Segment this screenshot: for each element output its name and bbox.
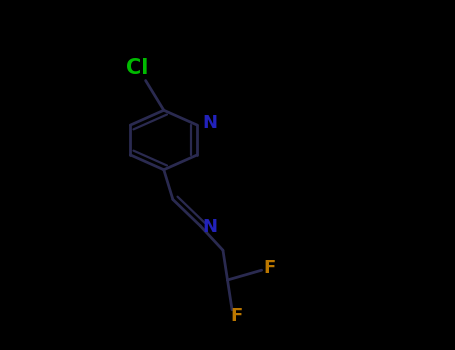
Text: N: N xyxy=(203,218,217,237)
Text: F: F xyxy=(231,307,243,325)
Text: Cl: Cl xyxy=(126,58,149,78)
Text: N: N xyxy=(202,114,217,132)
Text: F: F xyxy=(264,259,276,278)
